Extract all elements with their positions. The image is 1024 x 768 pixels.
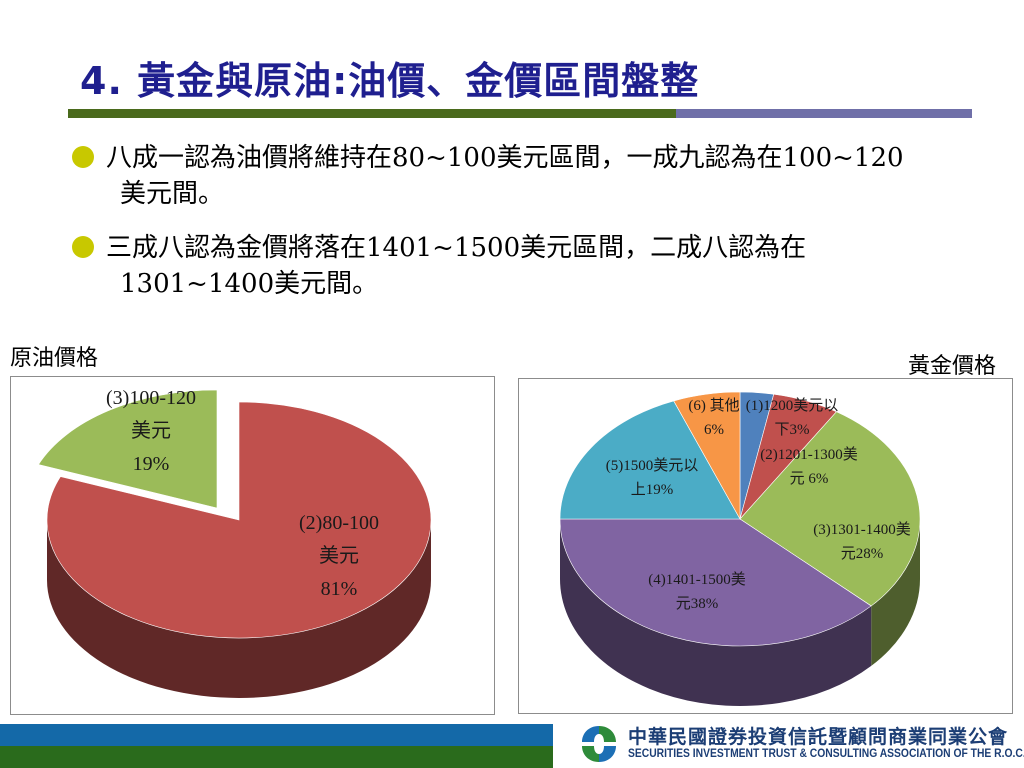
pie-slice-3 xyxy=(739,411,921,607)
bullet-gold-line1: 三成八認為金價將落在1401~1500美元區間，二成八認為在 xyxy=(106,233,807,263)
pie-slice-side xyxy=(871,519,920,666)
pie-data-label: (3)1301-1400美元28% xyxy=(813,521,911,562)
pie-data-label-line: 元28% xyxy=(841,546,884,562)
footer-bar-blue xyxy=(0,724,553,746)
footer-bar-green xyxy=(0,746,553,768)
pie-data-label: (2)1201-1300美元 6% xyxy=(760,446,858,487)
pie-data-label-line: (3)1301-1400美 xyxy=(813,521,911,538)
pie-data-label-line: (2)80-100 xyxy=(299,512,379,534)
pie-slice-6 xyxy=(673,391,741,521)
pie-data-label: (3)100-120 美元 19% xyxy=(106,387,196,475)
pie-data-label-line: (5)1500美元以 xyxy=(606,457,699,474)
pie-data-label-line: 6% xyxy=(704,422,724,438)
pie-data-label-line: 上19% xyxy=(631,481,674,498)
oil-pie-chart: (2)80-100 美元 81% (3)100-120 美元 19% xyxy=(38,387,432,698)
oil-chart-title: 原油價格 xyxy=(10,346,99,371)
pie-data-label-line: 美元 xyxy=(319,544,359,567)
pie-data-label-line: (2)1201-1300美 xyxy=(760,446,858,463)
pie-data-label: (1)1200美元以下3% xyxy=(746,397,839,438)
oil-chart-frame: (2)80-100 美元 81% (3)100-120 美元 19% xyxy=(10,376,495,715)
pie-data-label: (2)80-100 美元 81% xyxy=(299,512,379,600)
pie-data-label-line: 元38% xyxy=(676,596,719,612)
pie-data-label-line: (6) 其他 xyxy=(688,397,739,414)
bullet-oil-line1: 八成一認為油價將維持在80~100美元區間，一成九認為在100~120 xyxy=(106,143,904,173)
pie-slice-side xyxy=(560,519,872,706)
association-name-cn: 中華民國證券投資信託暨顧問商業同業公會 xyxy=(628,726,1009,748)
bullet-gold: 三成八認為金價將落在1401~1500美元區間，二成八認為在 1301~1400… xyxy=(72,230,1002,302)
pie-data-label: (5)1500美元以上19% xyxy=(606,457,699,498)
gold-chart-frame: (1)1200美元以下3% (2)1201-1300美元 6% (3)1301-14… xyxy=(518,378,1013,714)
pie-slice-2 xyxy=(38,389,218,509)
pie-data-label-line: (4)1401-1500美 xyxy=(648,571,746,588)
bullet-dot-icon xyxy=(72,236,94,258)
pie-data-label-line: 下3% xyxy=(775,422,810,438)
bullet-oil: 八成一認為油價將維持在80~100美元區間，一成九認為在100~120 美元間。 xyxy=(72,140,1002,212)
title-underline-green xyxy=(68,109,676,118)
title-underline-blue xyxy=(676,109,972,118)
bullet-oil-line2: 美元間。 xyxy=(120,179,225,209)
pie-slice-4 xyxy=(559,518,872,647)
gold-chart-title: 黃金價格 xyxy=(908,354,997,379)
pie-data-label: (4)1401-1500美元38% xyxy=(648,571,746,612)
pie-data-label-line: 19% xyxy=(133,453,170,475)
bullet-gold-line2: 1301~1400美元間。 xyxy=(120,269,379,299)
bullet-dot-icon xyxy=(72,146,94,168)
pie-slice-1 xyxy=(46,401,432,639)
pie-slice-5 xyxy=(559,400,741,520)
sitca-logo-icon xyxy=(582,726,616,762)
slide-title: 4. 黃金與原油:油價、金價區間盤整 xyxy=(80,59,700,103)
pie-data-label-line: 元 6% xyxy=(790,471,829,487)
pie-data-label-line: 81% xyxy=(321,578,358,600)
pie-data-label-line: (1)1200美元以 xyxy=(746,397,839,414)
pie-data-label-line: 美元 xyxy=(131,419,171,442)
pie-data-label-line: (3)100-120 xyxy=(106,387,196,409)
association-name-en: SECURITIES INVESTMENT TRUST & CONSULTING… xyxy=(628,746,1024,760)
pie-data-label: (6) 其他 6% xyxy=(688,397,739,438)
gold-pie-chart: (1)1200美元以下3% (2)1201-1300美元 6% (3)1301-14… xyxy=(559,391,921,706)
pie-slice-side xyxy=(47,520,431,698)
